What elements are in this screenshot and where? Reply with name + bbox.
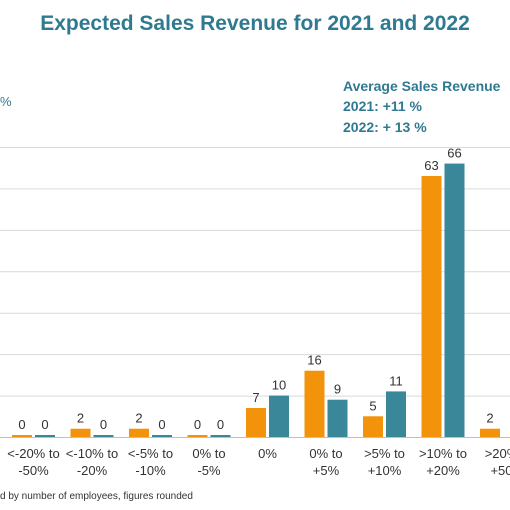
bar	[480, 428, 500, 437]
x-tick-label: >5% to	[364, 446, 405, 461]
data-label: 63	[424, 158, 438, 173]
bar	[152, 435, 172, 437]
data-label: 7	[252, 390, 259, 405]
x-tick-label: +5%	[313, 463, 340, 478]
x-tick-label: >20%	[485, 446, 510, 461]
average-callout-2022: 2022: + 13 %	[343, 119, 427, 135]
bar	[210, 435, 231, 437]
x-tick-label: >10% to	[419, 446, 467, 461]
x-tick-label: +50	[490, 463, 510, 478]
average-callout-heading: Average Sales Revenue	[343, 78, 501, 94]
bar	[386, 391, 406, 437]
data-label: 11	[389, 373, 403, 388]
x-tick-label: -50%	[18, 463, 49, 478]
y-axis-unit-label: %	[0, 94, 12, 109]
chart-title: Expected Sales Revenue for 2021 and 2022	[40, 12, 470, 35]
bar	[444, 163, 465, 438]
footnote: d by number of employees, figures rounde…	[0, 491, 193, 502]
average-callout-2021: 2021: +11 %	[343, 98, 423, 114]
data-label: 0	[217, 417, 224, 432]
x-tick-label: +10%	[368, 463, 402, 478]
bar	[35, 435, 55, 437]
data-label: 2	[486, 411, 493, 426]
data-label: 0	[194, 417, 201, 432]
bar	[304, 370, 325, 437]
data-label: 66	[447, 146, 461, 161]
data-label: 0	[158, 417, 165, 432]
x-tick-label: -5%	[197, 463, 221, 478]
bar	[246, 408, 266, 437]
x-tick-labels: <-20% to -50% <-10% to -20% <-5% to -10% 0% to…	[7, 446, 510, 478]
data-labels: 0 2 2 0 7 16 5 63 2 0 0 0 0 10 9 11 66	[18, 146, 493, 432]
bar	[269, 395, 289, 437]
x-tick-label: +20%	[426, 463, 460, 478]
x-tick-label: -10%	[135, 463, 166, 478]
bar	[93, 435, 114, 437]
data-label: 10	[272, 378, 286, 393]
bars	[12, 163, 500, 438]
data-label: 2	[135, 411, 142, 426]
bar	[12, 435, 32, 437]
x-tick-label: 0% to	[309, 446, 342, 461]
data-label: 2	[77, 411, 84, 426]
bar	[129, 428, 149, 437]
data-label: 9	[334, 382, 341, 397]
x-tick-label: <-10% to	[66, 446, 118, 461]
data-label: 0	[100, 417, 107, 432]
x-tick-label: 0%	[258, 446, 277, 461]
data-label: 16	[307, 353, 321, 368]
gridlines	[0, 147, 510, 397]
bar	[363, 416, 383, 437]
x-tick-label: <-5% to	[128, 446, 173, 461]
x-tick-label: <-20% to	[7, 446, 59, 461]
bar	[421, 176, 442, 437]
x-tick-label: -20%	[77, 463, 108, 478]
bar	[327, 399, 348, 437]
bar	[70, 428, 91, 437]
x-tick-label: 0% to	[192, 446, 225, 461]
bar	[187, 435, 208, 437]
data-label: 0	[18, 417, 25, 432]
data-label: 0	[41, 417, 48, 432]
data-label: 5	[369, 398, 376, 413]
